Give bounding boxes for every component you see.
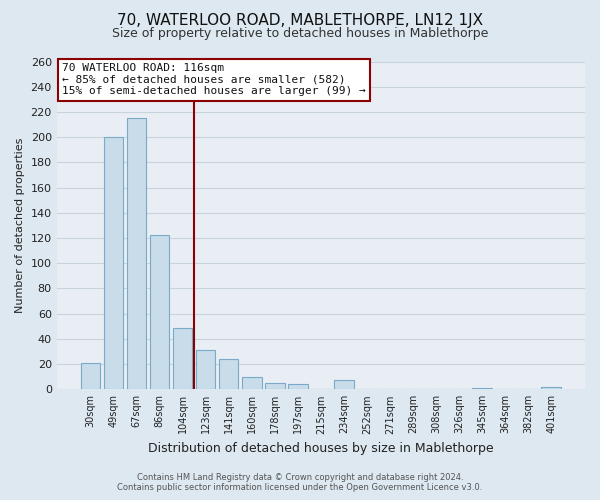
Bar [80,363,100,390]
X-axis label: Distribution of detached houses by size in Mablethorpe: Distribution of detached houses by size … [148,442,494,455]
Text: Contains HM Land Registry data © Crown copyright and database right 2024.
Contai: Contains HM Land Registry data © Crown c… [118,473,482,492]
Bar [173,328,193,390]
Bar [265,383,284,390]
Bar [242,376,262,390]
Bar [288,384,308,390]
Bar [104,137,123,390]
Text: 70, WATERLOO ROAD, MABLETHORPE, LN12 1JX: 70, WATERLOO ROAD, MABLETHORPE, LN12 1JX [117,12,483,28]
Bar [127,118,146,390]
Text: 70 WATERLOO ROAD: 116sqm
← 85% of detached houses are smaller (582)
15% of semi-: 70 WATERLOO ROAD: 116sqm ← 85% of detach… [62,63,366,96]
Text: Size of property relative to detached houses in Mablethorpe: Size of property relative to detached ho… [112,28,488,40]
Bar [219,359,238,390]
Bar [334,380,353,390]
Bar [541,387,561,390]
Bar [150,236,169,390]
Bar [472,388,492,390]
Bar [196,350,215,390]
Y-axis label: Number of detached properties: Number of detached properties [15,138,25,313]
